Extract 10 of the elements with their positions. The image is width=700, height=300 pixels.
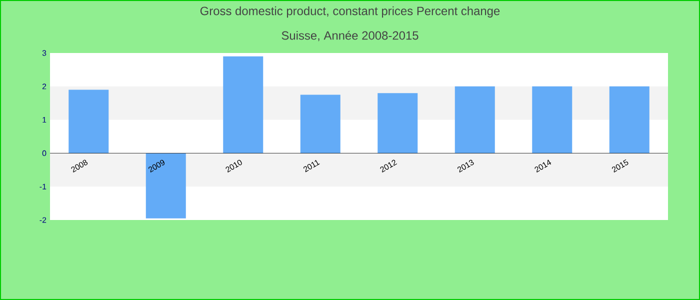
bar [300, 94, 340, 154]
bar [223, 56, 264, 154]
bar [454, 86, 495, 154]
chart-subtitle: Suisse, Année 2008-2015 [282, 30, 418, 42]
bar [609, 86, 650, 154]
bar [378, 93, 418, 154]
bar [532, 86, 572, 154]
bar [146, 153, 186, 218]
bar [68, 90, 109, 154]
chart-title: Gross domestic product, constant prices Percent change [200, 6, 500, 18]
